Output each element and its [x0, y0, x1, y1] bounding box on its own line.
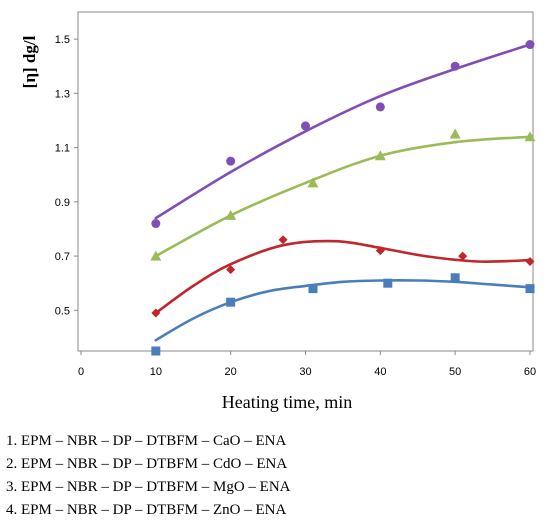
data-point-series-2: [225, 209, 237, 220]
data-point-series-3: [278, 235, 288, 245]
data-point-series-3: [151, 308, 161, 318]
chart-frame: 0.5 0.7 0.9 1.1 1.3 1.5 0 10 20 30 40 50 60 Heating…: [20, 11, 536, 412]
y-tick-label: 0.5: [55, 305, 70, 317]
legend-item-4: 4. EPM – NBR – DP – DTBFM – ZnO – ENA: [6, 502, 287, 518]
data-point-series-4: [226, 297, 236, 307]
y-tick-label: 0.7: [55, 251, 70, 263]
y-tick-label: 1.1: [55, 143, 70, 155]
data-point-series-4: [308, 284, 318, 294]
legend: 1. EPM – NBR – DP – DTBFM – CaO – ENA 2.…: [6, 430, 546, 522]
x-tick-label: 40: [374, 366, 386, 378]
x-tick-label: 30: [299, 366, 311, 378]
data-point-series-2: [449, 128, 461, 139]
data-point-series-3: [458, 251, 468, 261]
y-tick-label: 1.5: [55, 34, 70, 46]
data-point-series-2: [374, 150, 386, 161]
data-point-series-4: [151, 346, 161, 356]
data-point-series-2: [524, 131, 536, 142]
data-point-series-4: [383, 278, 393, 288]
x-tick-label: 50: [449, 366, 461, 378]
trend-line-series-2: [154, 135, 532, 258]
y-tick-label: 0.9: [55, 197, 70, 209]
y-axis-label: [η] dg/l: [20, 35, 39, 88]
data-point-series-2: [307, 177, 319, 188]
data-point-series-3: [525, 257, 535, 267]
x-tick-label: 20: [225, 366, 237, 378]
data-point-series-3: [375, 246, 385, 256]
chart: 0.5 0.7 0.9 1.1 1.3 1.5 0 10 20 30 40 50 60 Heating…: [20, 11, 536, 412]
x-tick-label: 60: [524, 366, 536, 378]
x-axis-label: Heating time, min: [222, 392, 352, 412]
trend-line-series-4: [154, 279, 532, 342]
data-point-series-1: [525, 40, 535, 50]
trend-line-series-3: [154, 239, 532, 315]
data-point-series-1: [375, 102, 385, 112]
legend-item-1: 1. EPM – NBR – DP – DTBFM – CaO – ENA: [6, 433, 287, 449]
x-tick-label: 10: [150, 366, 162, 378]
legend-item-3: 3. EPM – NBR – DP – DTBFM – MgO – ENA: [6, 479, 291, 495]
data-point-series-1: [301, 121, 310, 131]
data-point-series-4: [450, 273, 460, 283]
y-tick-label: 1.3: [55, 88, 70, 100]
data-point-series-2: [150, 250, 162, 261]
x-tick-label: 0: [78, 366, 84, 378]
data-point-series-1: [450, 61, 460, 71]
data-point-series-1: [151, 219, 161, 229]
data-point-series-3: [226, 265, 236, 275]
data-point-series-4: [525, 284, 535, 294]
data-point-series-1: [226, 156, 236, 166]
legend-item-2: 2. EPM – NBR – DP – DTBFM – CdO – ENA: [6, 456, 288, 472]
